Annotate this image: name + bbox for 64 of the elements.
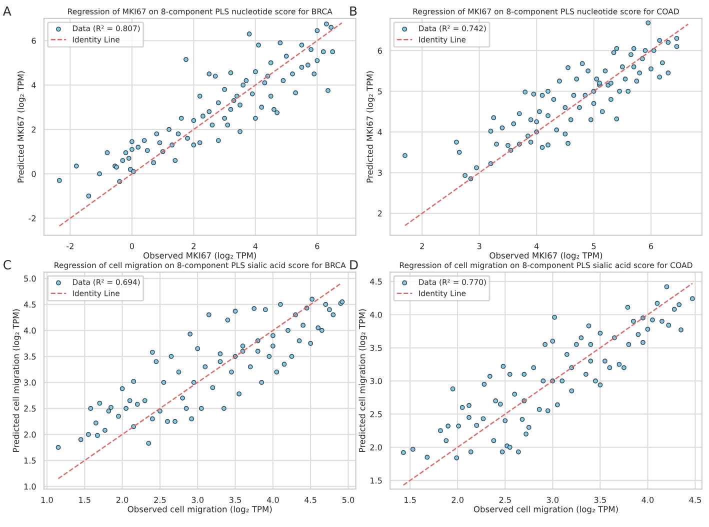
x-tick-label: 6: [315, 243, 320, 250]
x-tick-label: 2.5: [154, 496, 166, 503]
x-tick-label: 2: [192, 243, 196, 250]
y-tick-label: 0: [32, 170, 36, 178]
x-axis-title: Observed cell migration (log₂ TPM): [128, 506, 272, 514]
y-tick-label: 5.0: [24, 276, 36, 282]
y-tick-label: 6: [32, 38, 36, 44]
y-tick-label: 2.0: [370, 444, 382, 450]
x-tick-label: 2: [420, 243, 424, 250]
x-tick-label: 4.0: [266, 496, 279, 503]
y-tick-label: 2: [32, 126, 36, 132]
y-tick-label: 3: [378, 170, 382, 176]
text: B: [350, 6, 357, 16]
x-tick-label: 6: [648, 243, 654, 250]
x-tick-label: -2: [66, 243, 74, 250]
x-tick-label: 2.0: [116, 496, 128, 503]
y-tick-label: 4.5: [370, 278, 382, 285]
x-tick-label: 1.5: [79, 496, 90, 503]
y-tick-label: 5: [378, 88, 382, 94]
x-axis-title: Observed MKI67 (log₂ TPM): [144, 252, 256, 260]
y-tick-label: 4.0: [370, 312, 382, 318]
x-tick-label: 4.0: [642, 496, 654, 503]
text: D: [350, 260, 358, 270]
x-tick-label: 4: [253, 243, 258, 250]
x-tick-label: 1.5: [404, 496, 416, 503]
y-tick-label: 3.0: [370, 378, 382, 384]
text: C: [4, 260, 11, 270]
x-tick-label: 1.0: [41, 496, 53, 503]
y-tick-label: 2.5: [370, 411, 382, 418]
x-tick-label: 0: [130, 243, 134, 250]
x-tick-label: 3.0: [192, 496, 204, 503]
x-tick-label: 2.0: [452, 496, 464, 503]
y-axis-title: Predicted MKI67 (log₂ TPM): [366, 71, 375, 182]
y-tick-label: 2.5: [24, 406, 36, 412]
x-tick-label: 4.5: [304, 496, 316, 503]
y-tick-label: 2: [378, 210, 382, 216]
y-tick-label: 4.5: [24, 302, 36, 308]
y-tick-label: 1.5: [24, 458, 36, 464]
y-tick-label: -2: [28, 215, 36, 222]
y-tick-label: 3.0: [24, 380, 36, 386]
y-axis-title: Predicted cell migration (log₂ TPM): [358, 309, 367, 452]
x-axis-title: Observed MKI67 (log₂ TPM): [490, 252, 602, 260]
x-tick-label: 4: [534, 243, 539, 250]
text: A: [2, 6, 12, 16]
y-axis-title: Predicted MKI67 (log₂ TPM): [17, 71, 26, 182]
y-tick-label: 1.0: [24, 484, 36, 490]
x-tick-label: 5: [592, 243, 596, 250]
x-tick-label: 4.5: [689, 496, 701, 503]
y-tick-label: 1.5: [370, 478, 382, 484]
x-axis-title: Observed cell migration (log₂ TPM): [474, 506, 618, 514]
x-tick-label: 5.0: [342, 496, 354, 503]
x-tick-label: 3: [477, 243, 482, 250]
y-tick-label: 3.5: [370, 344, 382, 351]
x-tick-label: 3.0: [546, 496, 559, 503]
y-tick-label: 4: [32, 82, 36, 88]
y-tick-label: 4: [378, 129, 382, 136]
x-tick-label: 3.5: [594, 496, 606, 503]
y-tick-label: 4.0: [24, 328, 36, 334]
y-tick-label: 2.0: [24, 432, 36, 438]
y-tick-label: 3.5: [24, 354, 36, 360]
x-tick-label: 2.5: [499, 496, 511, 503]
x-tick-label: 3.5: [229, 496, 241, 503]
y-axis-title: Predicted cell migration (log₂ TPM): [12, 309, 21, 452]
y-tick-label: 6: [378, 48, 382, 54]
